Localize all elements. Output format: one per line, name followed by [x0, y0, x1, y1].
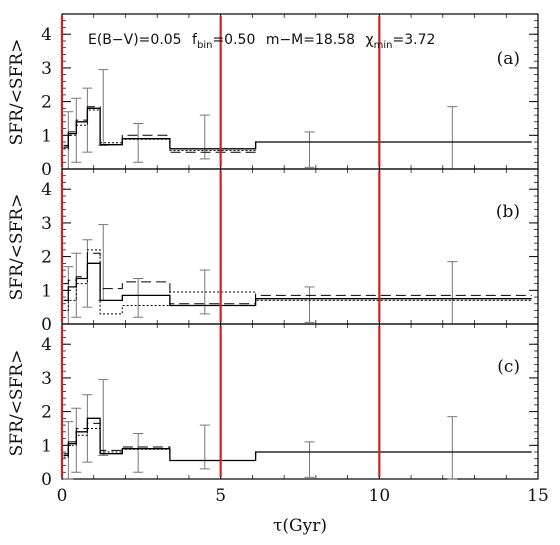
sfr-step-dotted: [63, 428, 532, 461]
sfr-step-solid: [63, 107, 532, 150]
panel-label: (b): [496, 202, 520, 222]
x-axis-title: τ(Gyr): [273, 516, 327, 536]
y-tick-label: 0: [41, 470, 52, 490]
y-tick-label: 2: [41, 93, 52, 113]
sfr-step-dotted: [63, 249, 532, 315]
x-tick-label: 5: [215, 486, 226, 506]
distance-modulus-text: m−M=18.58: [266, 32, 355, 48]
y-axis-title-b: SFR/<SFR>: [7, 194, 27, 301]
fbin-f-text: f: [192, 32, 198, 48]
y-tick-label: 0: [41, 160, 52, 180]
y-tick-label: 3: [41, 369, 52, 389]
sfr-step-dashed: [63, 106, 532, 153]
y-axis-title-a: SFR/<SFR>: [7, 39, 27, 146]
y-tick-label: 1: [41, 126, 52, 146]
fit-annotation: E(B−V)=0.05 fbin=0.50 m−M=18.58 χmin=3.7…: [88, 32, 435, 51]
sfr-step-dotted: [63, 109, 532, 151]
panel-3: 0 1 2 3 4 0 5 10 15 (c): [41, 323, 549, 506]
y-tick-label: 1: [41, 436, 52, 456]
y-tick-label: 0: [41, 315, 52, 335]
y-tick-label: 1: [41, 281, 52, 301]
y-tick-label: 4: [41, 335, 52, 355]
x-tick-label: 0: [57, 486, 68, 506]
ebv-text: E(B−V)=0.05: [88, 32, 182, 48]
panel-label: (c): [497, 357, 520, 377]
fbin-val-text: =0.50: [212, 32, 255, 48]
chi-symbol-text: χ: [366, 32, 374, 48]
x-tick-label: 15: [527, 486, 549, 506]
sfr-step-solid: [63, 417, 532, 462]
panel-2: 0 1 2 3 4 (b): [41, 168, 539, 335]
y-axis-title-c: SFR/<SFR>: [7, 350, 27, 457]
sfr-step-dashed: [63, 252, 532, 305]
y-tick-label: 2: [41, 248, 52, 268]
y-tick-label: 4: [41, 25, 52, 45]
fbin-sub-text: bin: [197, 40, 212, 51]
sfr-step-dashed: [63, 422, 532, 461]
panel-frame: [61, 323, 539, 480]
y-tick-label: 3: [41, 59, 52, 79]
sfr-step-solid: [63, 262, 532, 307]
y-tick-label: 4: [41, 180, 52, 200]
chi-val-text: =3.72: [392, 32, 435, 48]
chi-sub-text: min: [374, 40, 393, 51]
panel-label: (a): [497, 49, 520, 69]
x-tick-label: 10: [369, 486, 391, 506]
y-tick-label: 3: [41, 214, 52, 234]
y-tick-label: 2: [41, 403, 52, 423]
y-axis-titles: SFR/<SFR> SFR/<SFR> SFR/<SFR>: [7, 39, 27, 457]
